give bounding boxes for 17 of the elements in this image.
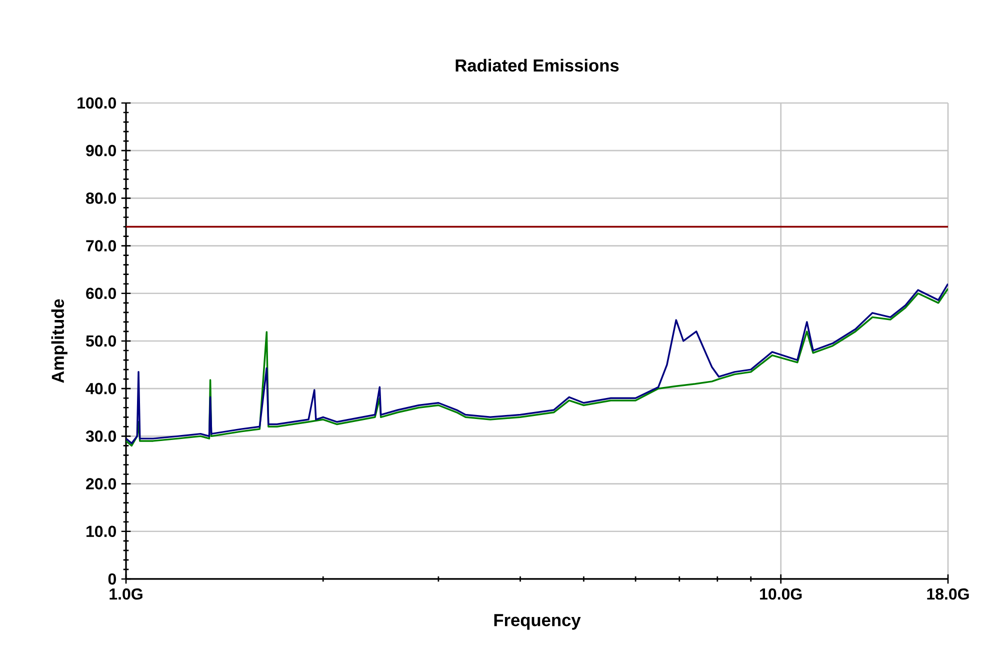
x-tick-label: 1.0G	[110, 588, 142, 600]
y-tick-label: 10.0	[86, 526, 116, 538]
y-tick-label: 20.0	[86, 478, 116, 490]
y-tick-label: 30.0	[86, 430, 116, 442]
y-tick-label: 100.0	[78, 97, 116, 109]
y-tick-label: 60.0	[86, 288, 116, 300]
chart-title: Radiated Emissions	[456, 58, 619, 72]
y-tick-label: 50.0	[86, 335, 116, 347]
y-tick-label: 80.0	[86, 192, 116, 204]
x-tick-label: 18.0G	[927, 588, 969, 600]
y-tick-label: 40.0	[86, 382, 116, 394]
y-axis-title: Amplitude	[51, 299, 68, 383]
x-axis-title: Frequency	[494, 614, 581, 630]
y-tick-label: 0	[108, 573, 116, 585]
y-tick-label: 90.0	[86, 144, 116, 156]
y-tick-label: 70.0	[86, 240, 116, 252]
x-tick-label: 10.0G	[760, 588, 802, 600]
